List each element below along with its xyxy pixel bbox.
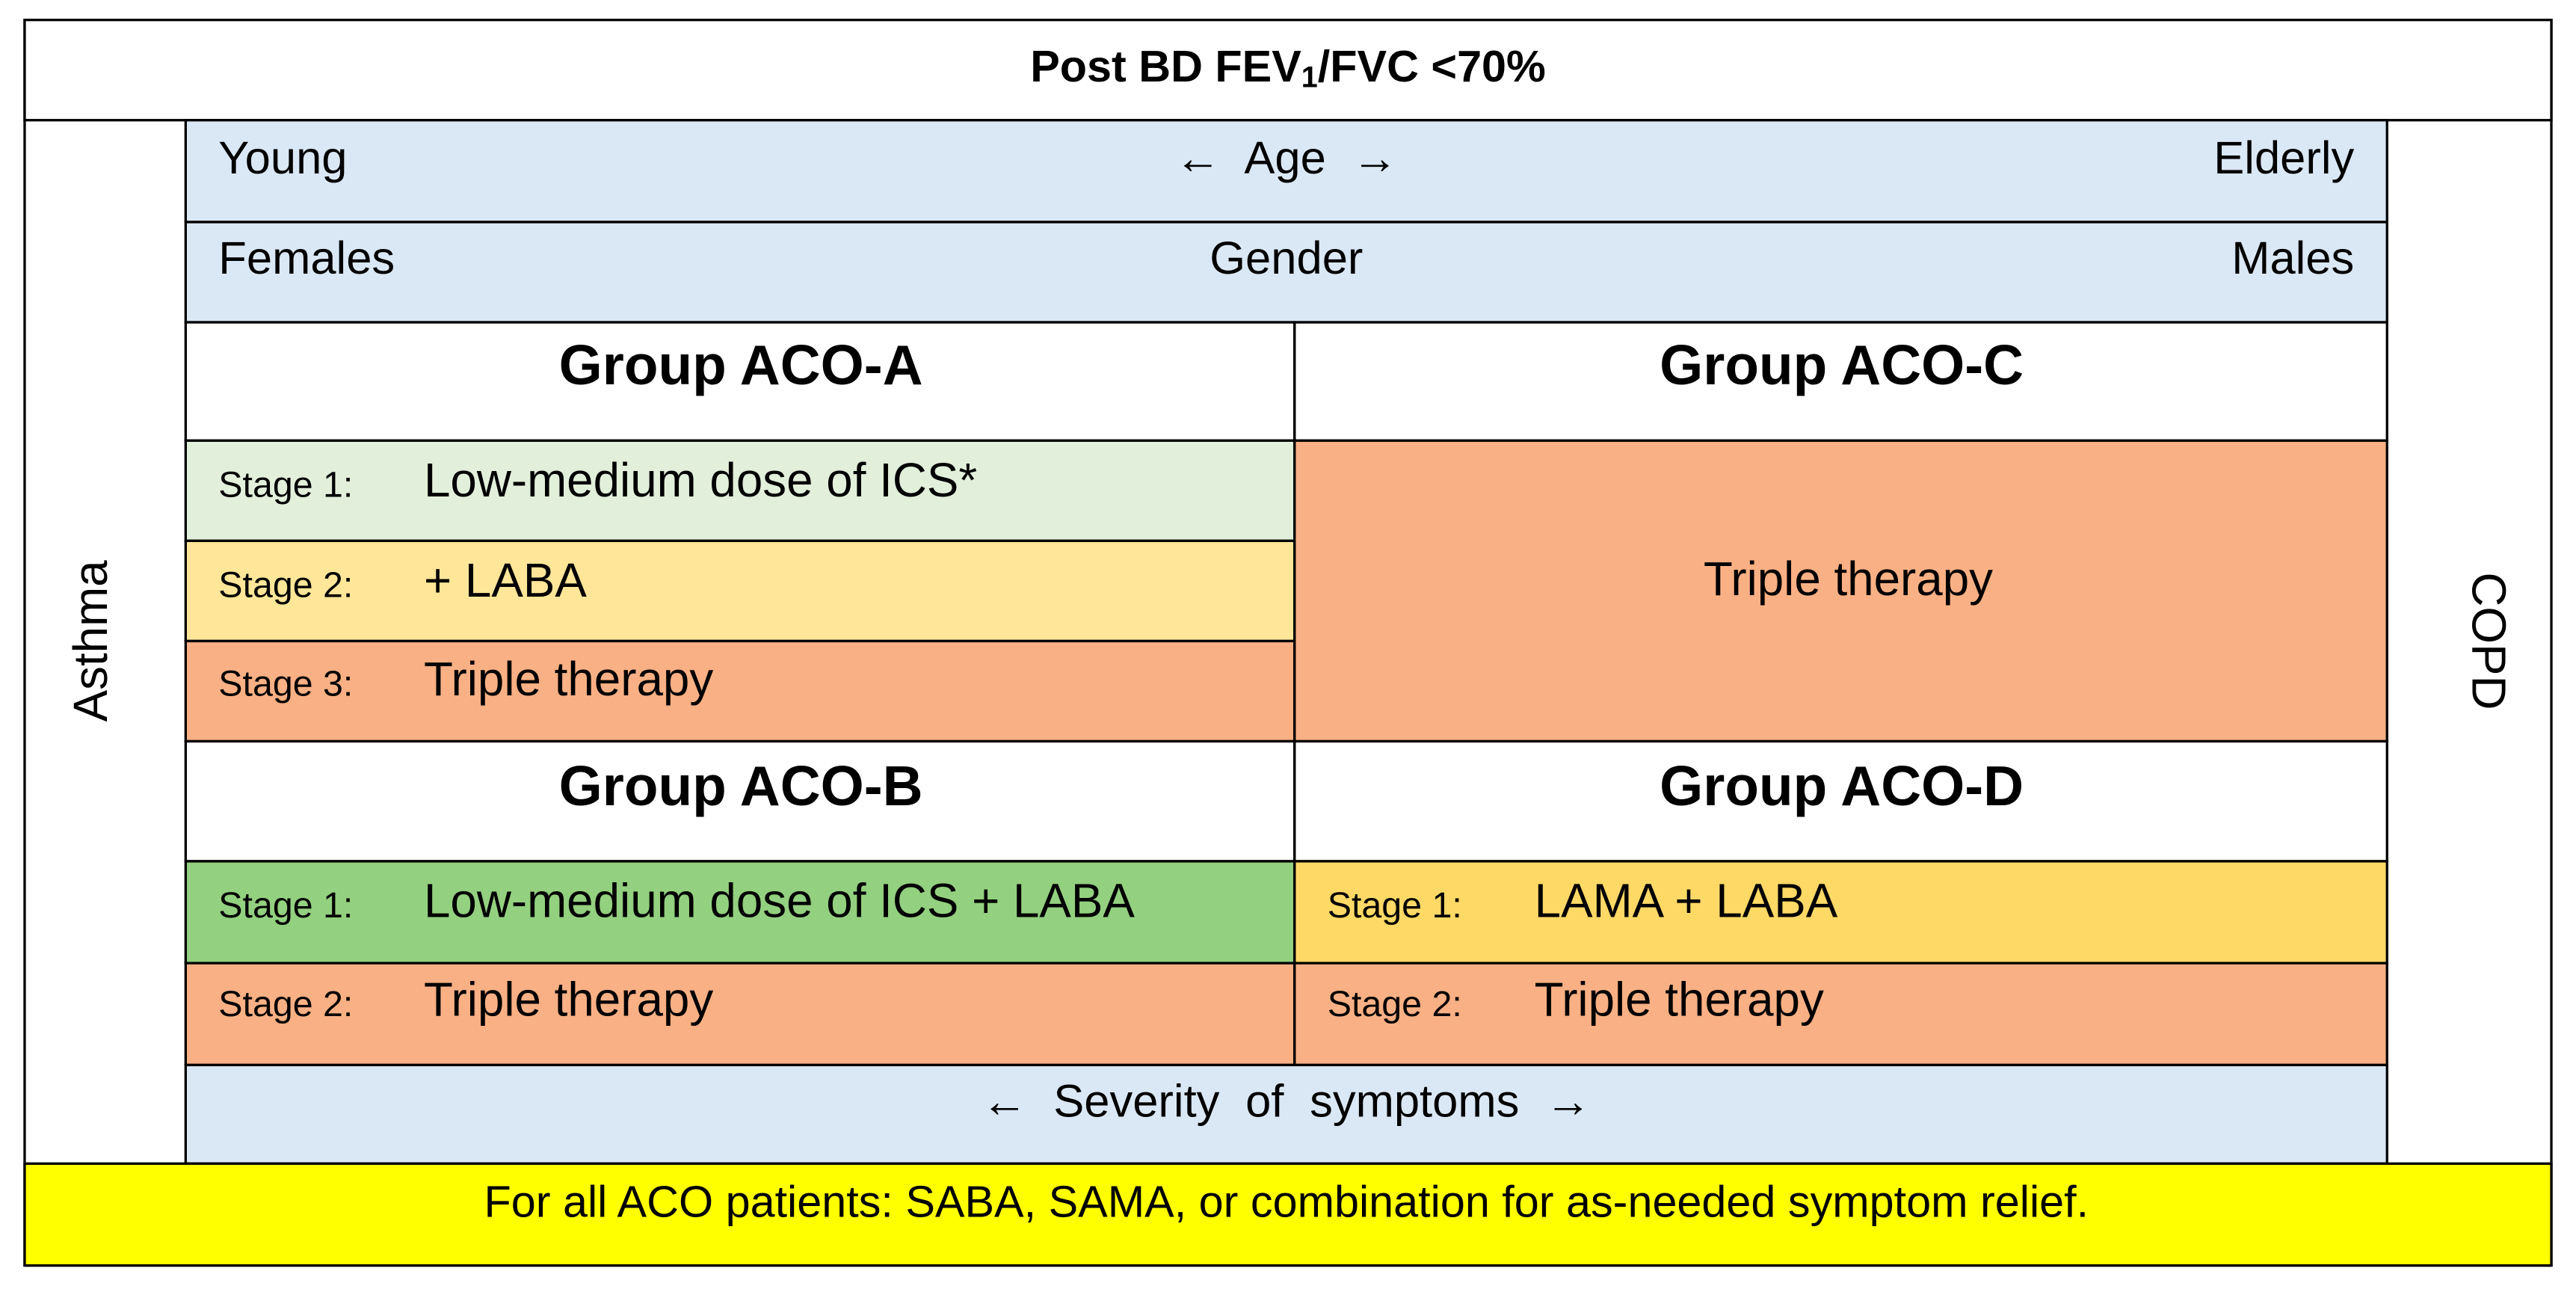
gender-center: Gender — [1210, 233, 1363, 284]
title-row — [23, 19, 2553, 122]
group-name: Group ACO-D — [1660, 754, 2024, 817]
title-part: Post BD FEV — [1030, 41, 1301, 91]
stage-text: Triple therapy — [1535, 973, 1824, 1027]
group-header — [1293, 739, 2388, 863]
group-header — [1293, 321, 2388, 442]
stage-cell — [184, 539, 1296, 643]
stage-text: Triple therapy — [424, 973, 713, 1027]
stage-label: Stage 3: — [218, 664, 353, 704]
stage-cell — [184, 962, 1296, 1067]
stage-text: + LABA — [424, 553, 587, 607]
stage-label: Stage 1: — [1328, 885, 1462, 926]
stage-cell — [1293, 962, 2388, 1067]
age-left: Young — [218, 132, 347, 184]
stage-text: Triple therapy — [424, 652, 713, 706]
stage-cell — [1293, 439, 2388, 743]
stage-cell — [184, 860, 1296, 965]
group-name: Group ACO-C — [1660, 333, 2024, 396]
stage-label: Stage 1: — [218, 885, 353, 926]
stage-text: Low-medium dose of ICS + LABA — [424, 874, 1135, 928]
copd-label: COPD — [2462, 572, 2516, 710]
group-name: Group ACO-A — [559, 333, 923, 396]
title-subscript: 1 — [1301, 61, 1318, 94]
age-row — [184, 119, 2388, 224]
group-name: Group ACO-B — [559, 754, 923, 817]
asthma-label: Asthma — [64, 560, 117, 722]
gender-right: Males — [2231, 233, 2354, 284]
stage-label: Stage 2: — [218, 565, 353, 606]
stage-text: Low-medium dose of ICS* — [424, 453, 977, 507]
stage-label: Stage 2: — [1328, 984, 1462, 1024]
gender-left: Females — [218, 233, 395, 284]
severity-row — [184, 1063, 2388, 1165]
footer-row — [23, 1162, 2553, 1267]
age-right: Elderly — [2213, 132, 2354, 184]
title: Post BD FEV1/FVC <70% — [1030, 41, 1546, 94]
footer-text: For all ACO patients: SABA, SAMA, or com… — [484, 1176, 2089, 1226]
title-part: /FVC <70% — [1318, 41, 1546, 91]
group-header — [184, 321, 1296, 442]
age-center: ← Age → — [1175, 132, 1398, 184]
stage-text: Triple therapy — [1704, 552, 1993, 606]
gender-row — [184, 221, 2388, 324]
stage-cell — [1293, 860, 2388, 965]
stage-label: Stage 1: — [218, 465, 353, 505]
severity-label: ← Severity of symptoms → — [982, 1075, 1591, 1127]
stage-text: LAMA + LABA — [1535, 874, 1838, 928]
stage-label: Stage 2: — [218, 984, 353, 1024]
